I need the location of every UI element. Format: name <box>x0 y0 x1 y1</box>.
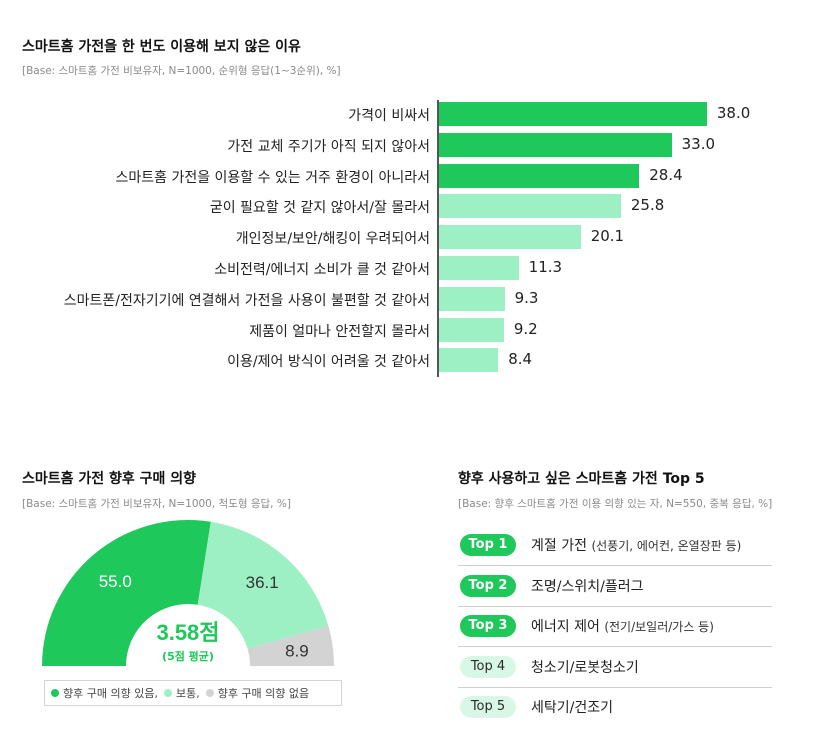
gauge-chart-subtitle: [Base: 스마트홈 가전 비보유자, N=1000, 척도형 응답, %] <box>22 498 291 510</box>
top5-title: 향후 사용하고 싶은 스마트홈 가전 Top 5 <box>458 471 705 487</box>
gauge-value-label: 36.1 <box>246 573 279 592</box>
rank-badge: Top 1 <box>460 534 516 556</box>
bar-chart-title: 스마트홈 가전을 한 번도 이용해 보지 않은 이유 <box>22 39 301 55</box>
bar-row: 개인정보/보안/해킹이 우려되어서 20.1 <box>0 225 830 250</box>
row-divider <box>458 605 772 607</box>
bar-row: 스마트폰/전자기기에 연결해서 가전을 사용이 불편할 것 같아서 9.3 <box>0 286 830 311</box>
top5-row: Top 5 세탁기/건조기 <box>458 688 772 728</box>
bar-value-label: 38.0 <box>716 104 751 122</box>
row-divider <box>458 565 772 566</box>
gauge-slice <box>197 521 329 649</box>
bar <box>439 225 581 250</box>
legend-dot-neutral <box>163 689 172 697</box>
bar-category-label: 스마트폰/전자기기에 연결해서 가전을 사용이 불편할 것 같아서 <box>63 292 430 309</box>
bar <box>439 163 640 188</box>
top5-item-name: 세탁기/건조기 <box>531 700 613 716</box>
gauge-chart: 55.0 36.1 8.9 3.58점 (5점 평균) <box>42 520 334 666</box>
rank-badge: Top 2 <box>460 574 516 597</box>
top5-item-label: 계절 가전 (선풍기, 에어컨, 온열장판 등) <box>531 535 741 555</box>
bar <box>439 132 672 157</box>
bar-value-label: 11.3 <box>528 258 563 276</box>
top5-item-label: 조명/스위치/플러그 <box>531 576 643 596</box>
bar-value-label: 9.3 <box>514 288 539 307</box>
rank-badge: Top 4 <box>460 655 516 678</box>
row-divider <box>458 646 772 647</box>
bar-row: 가격이 비싸서 38.0 <box>0 102 830 126</box>
top5-item-label: 세탁기/건조기 <box>531 697 613 717</box>
bar-value-label: 8.4 <box>508 350 533 369</box>
gauge-center-value: 3.58점 <box>156 620 219 645</box>
legend-label-neutral: 보통, <box>175 687 200 700</box>
top5-item-name: 에너지 제어 <box>531 619 600 635</box>
top5-item-detail: (선풍기, 에어컨, 온열장판 등) <box>591 539 742 553</box>
bar <box>439 102 707 126</box>
bar-category-label: 이용/제어 방식이 어려울 것 같아서 <box>227 354 430 371</box>
bar-row: 제품이 얼마나 안전할지 몰라서 9.2 <box>0 317 830 342</box>
rank-badge: Top 3 <box>460 615 516 637</box>
legend-label-yes: 향후 구매 의향 있음, <box>63 687 158 700</box>
bar-category-label: 가전 교체 주기가 아직 되지 않아서 <box>227 138 430 155</box>
bar-category-label: 가격이 비싸서 <box>348 108 430 124</box>
bar-row: 소비전력/에너지 소비가 클 것 같아서 11.3 <box>0 256 830 280</box>
gauge-value-label: 55.0 <box>99 572 132 591</box>
bar-value-label: 33.0 <box>681 134 716 153</box>
legend-label-no: 향후 구매 의향 없음 <box>217 687 310 700</box>
gauge-slice <box>247 625 334 666</box>
gauge-slice <box>42 520 211 666</box>
top5-row: Top 3 에너지 제어 (전기/보일러/가스 등) <box>458 607 772 647</box>
bar-row: 굳이 필요할 것 같지 않아서/잘 몰라서 25.8 <box>0 194 830 219</box>
bar-row: 스마트홈 가전을 이용할 수 있는 거주 환경이 아니라서 28.4 <box>0 163 830 188</box>
bar-value-label: 9.2 <box>513 319 538 338</box>
legend-dot-yes <box>51 689 59 697</box>
top5-row: Top 2 조명/스위치/플러그 <box>458 567 772 607</box>
bar-category-label: 소비전력/에너지 소비가 클 것 같아서 <box>214 262 430 278</box>
bar <box>439 348 499 373</box>
row-divider <box>458 686 772 688</box>
gauge-value-label: 8.9 <box>285 642 309 661</box>
bar-value-label: 25.8 <box>630 196 665 215</box>
top5-item-label: 에너지 제어 (전기/보일러/가스 등) <box>531 616 714 636</box>
bar-row: 이용/제어 방식이 어려울 것 같아서 8.4 <box>0 348 830 373</box>
top5-item-name: 계절 가전 <box>531 538 587 554</box>
bar-category-label: 굳이 필요할 것 같지 않아서/잘 몰라서 <box>209 200 430 217</box>
top5-row: Top 1 계절 가전 (선풍기, 에어컨, 온열장판 등) <box>458 526 772 566</box>
bar-axis-line <box>437 100 439 378</box>
bar-category-label: 스마트홈 가전을 이용할 수 있는 거주 환경이 아니라서 <box>115 169 430 186</box>
top5-row: Top 4 청소기/로봇청소기 <box>458 648 772 688</box>
bar-category-label: 제품이 얼마나 안전할지 몰라서 <box>249 323 430 340</box>
rank-badge: Top 5 <box>460 696 516 718</box>
bar <box>439 194 621 219</box>
bar <box>439 256 519 280</box>
bar-value-label: 20.1 <box>590 227 625 246</box>
bar <box>439 286 505 311</box>
bar-chart-subtitle: [Base: 스마트홈 가전 비보유자, N=1000, 순위형 응답(1~3순… <box>22 65 341 77</box>
top5-item-label: 청소기/로봇청소기 <box>531 657 639 677</box>
top5-subtitle: [Base: 향후 스마트홈 가전 이용 의향 있는 자, N=550, 중복 … <box>458 498 773 510</box>
bar-row: 가전 교체 주기가 아직 되지 않아서 33.0 <box>0 132 830 157</box>
top5-item-name: 조명/스위치/플러그 <box>531 578 644 595</box>
gauge-center-note: (5점 평균) <box>162 649 214 663</box>
bar-category-label: 개인정보/보안/해킹이 우려되어서 <box>235 231 430 248</box>
top5-item-detail: (전기/보일러/가스 등) <box>604 620 714 634</box>
bar-value-label: 28.4 <box>649 165 683 184</box>
legend-dot-no <box>205 689 214 697</box>
top5-item-name: 청소기/로봇청소기 <box>531 659 639 676</box>
gauge-legend: 향후 구매 의향 있음, 보통, 향후 구매 의향 없음 <box>44 680 342 706</box>
gauge-chart-title: 스마트홈 가전 향후 구매 의향 <box>22 471 197 487</box>
bar <box>439 317 504 342</box>
